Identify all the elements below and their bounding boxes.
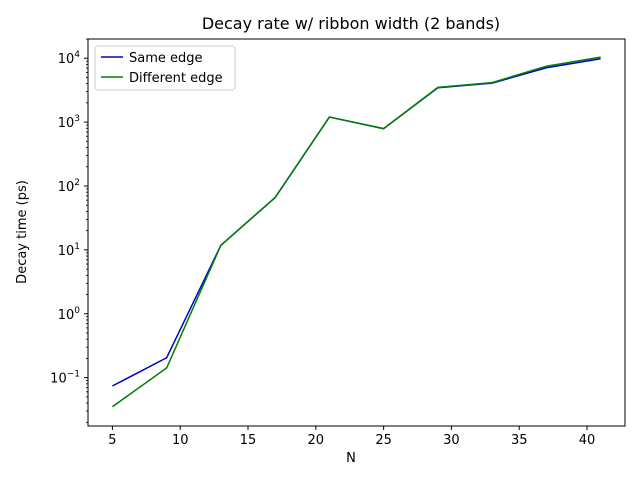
y-tick-exponent: 0 (74, 306, 80, 316)
legend-entry-label: Different edge (129, 71, 223, 86)
plot-frame (87, 38, 626, 427)
y-tick-label: 102 (58, 178, 80, 195)
y-axis-label: Decay time (ps) (15, 180, 30, 284)
y-tick-label: 103 (58, 114, 80, 131)
y-tick-base: 10 (58, 244, 75, 259)
y-tick-label: 100 (58, 306, 81, 323)
x-tick-label: 25 (375, 433, 392, 448)
x-tick-label: 5 (108, 433, 116, 448)
legend-box (94, 45, 236, 91)
y-tick-base: 10 (58, 180, 75, 195)
y-tick-base: 10 (58, 116, 75, 131)
legend-entry-label: Same edge (129, 51, 203, 66)
y-tick-exponent: 2 (74, 178, 80, 188)
y-tick-label: 101 (58, 242, 80, 259)
x-tick-label: 10 (172, 433, 189, 448)
plot-area (111, 56, 601, 408)
y-tick-exponent: 3 (74, 114, 80, 124)
x-axis-label: N (346, 451, 356, 466)
y-tick-exponent: 1 (74, 242, 80, 252)
y-tick-base: 10 (50, 372, 67, 387)
y-tick-label: 104 (58, 50, 81, 67)
y-tick-exponent: −1 (67, 370, 80, 380)
chart-title: Decay rate w/ ribbon width (2 bands) (202, 14, 500, 33)
x-tick-label: 15 (240, 433, 257, 448)
y-tick-base: 10 (58, 52, 75, 67)
legend: Same edge Different edge (94, 45, 236, 91)
y-tick-base: 10 (58, 308, 75, 323)
y-tick-exponent: 4 (74, 50, 80, 60)
x-tick-label: 20 (308, 433, 325, 448)
y-tick-label: 10−1 (50, 370, 80, 387)
x-tick-label: 35 (511, 433, 528, 448)
x-tick-label: 30 (443, 433, 460, 448)
x-tick-label: 40 (579, 433, 596, 448)
series-line-different-edge (111, 56, 601, 408)
